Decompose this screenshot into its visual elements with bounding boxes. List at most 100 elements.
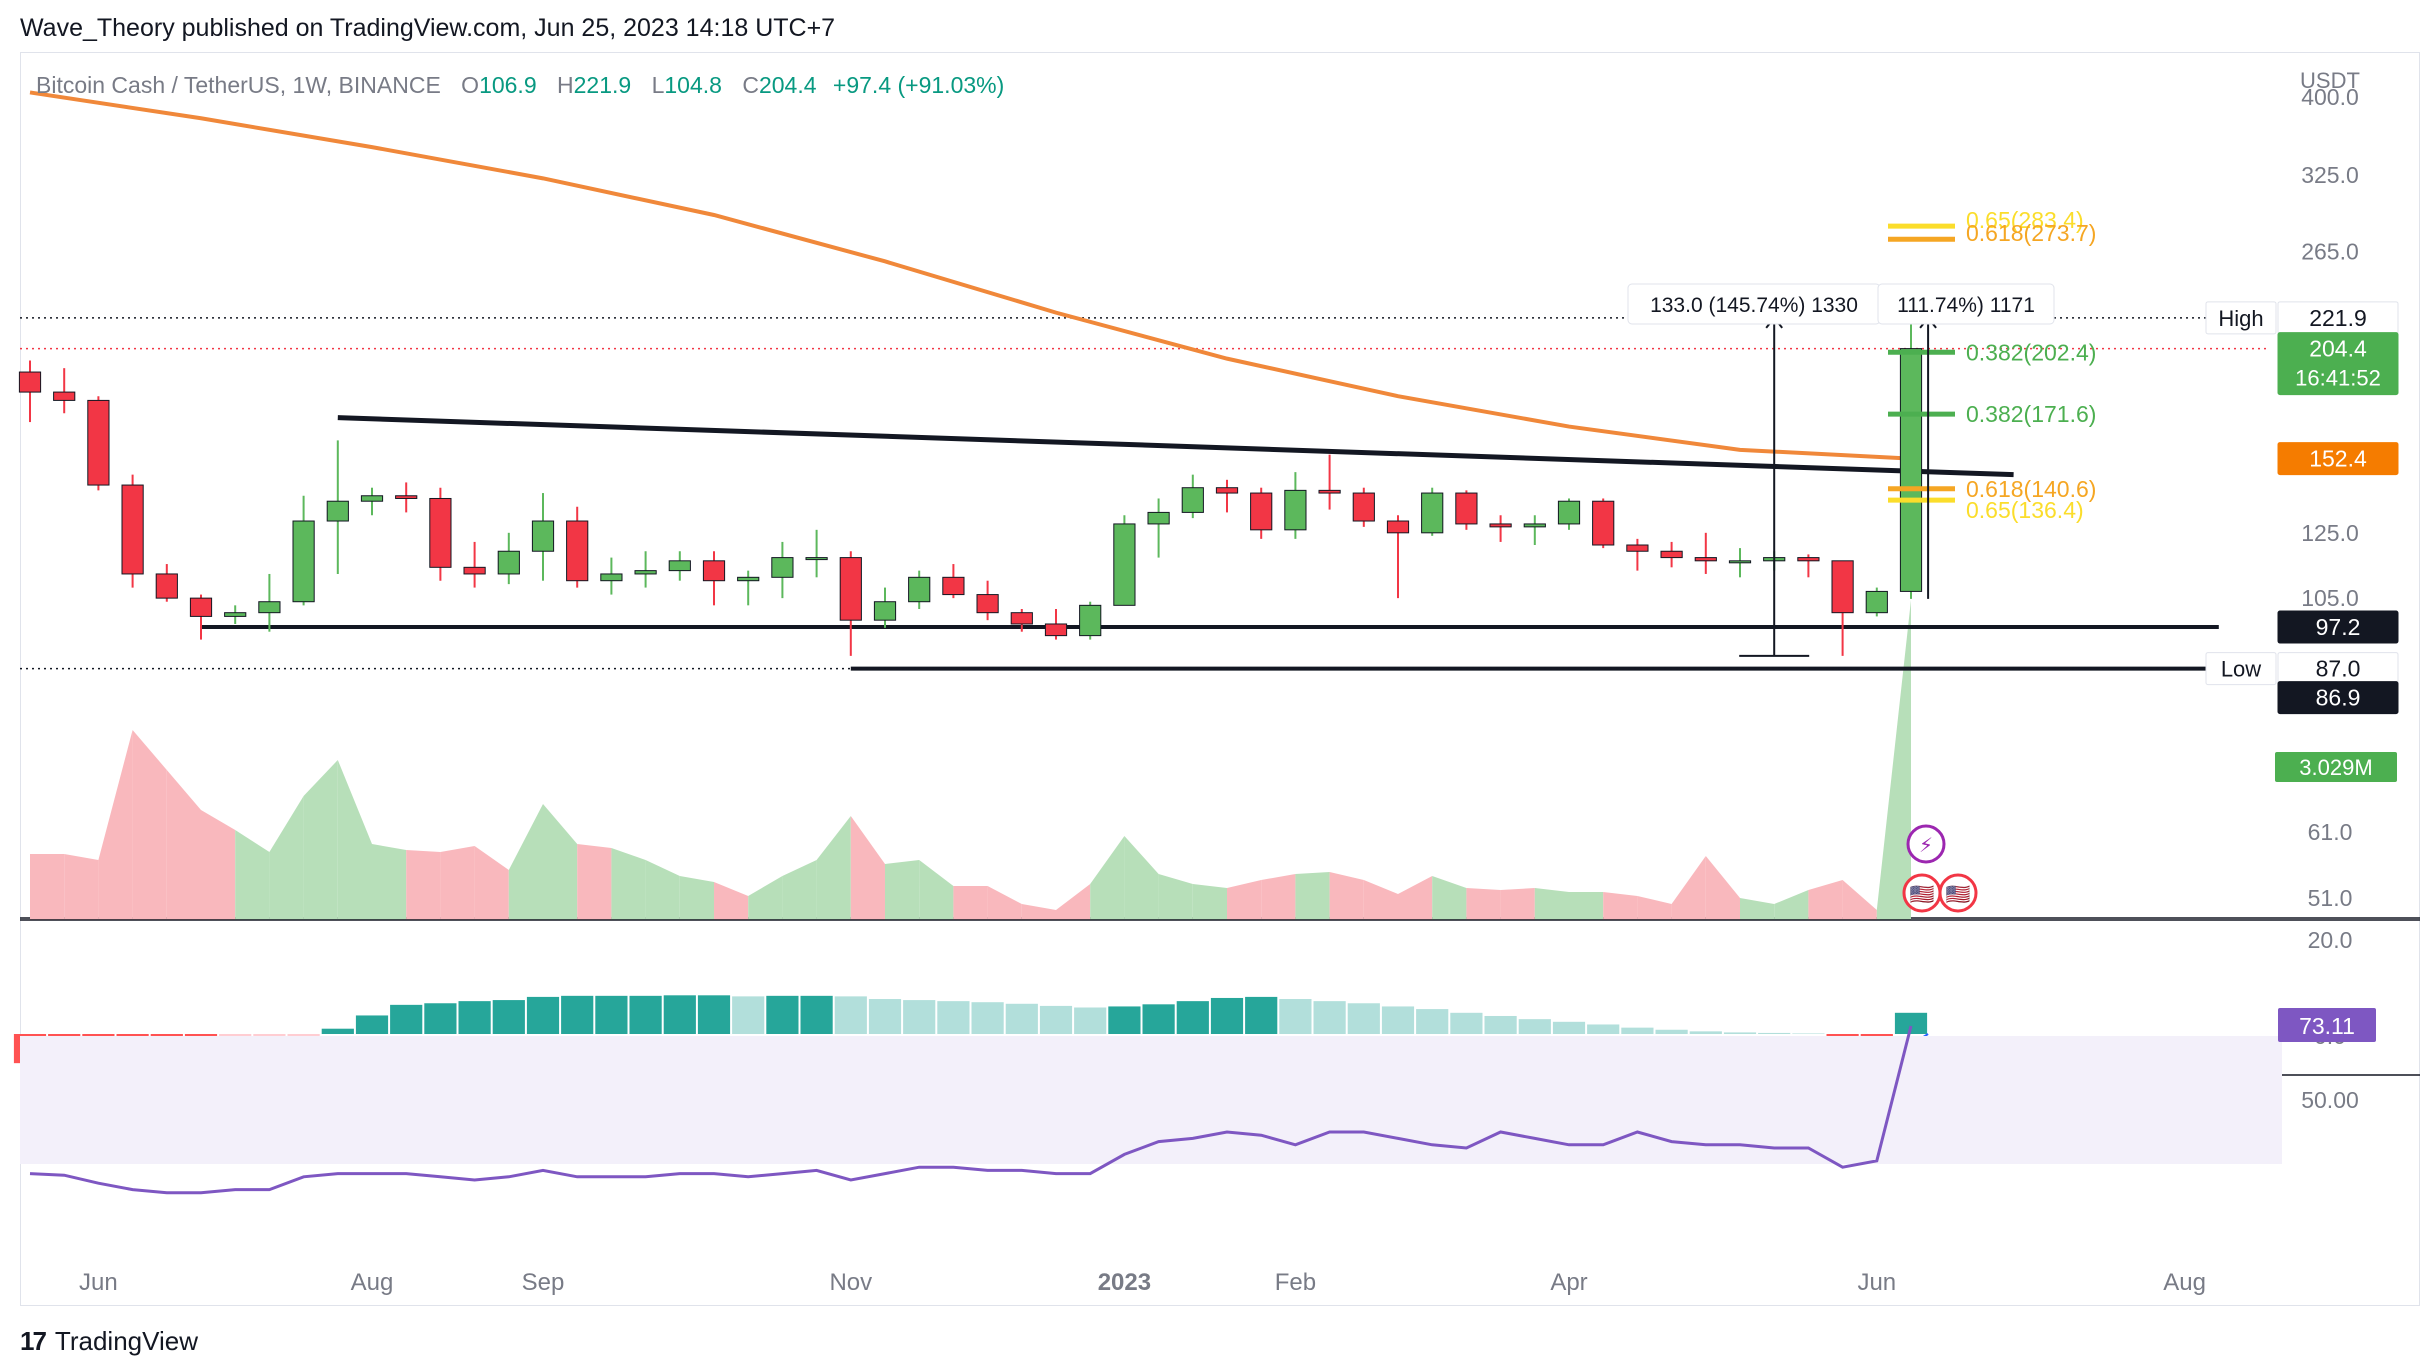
volume-segment-49 (1705, 856, 1740, 920)
candle-body-18 (634, 570, 657, 575)
macd-hist-bar-28 (971, 1002, 1004, 1034)
volume-segment-3 (132, 730, 167, 920)
volume-segment-51 (1774, 890, 1809, 920)
price-title-0: High (2218, 306, 2263, 331)
volume-segment-39 (1363, 880, 1398, 920)
macd-hist-bar-51 (1758, 1032, 1791, 1034)
candle-body-53 (1831, 560, 1854, 614)
macd-hist-bar-10 (355, 1015, 389, 1034)
price-badge-label-2: 152.4 (2309, 446, 2367, 472)
candle-body-13 (463, 566, 486, 575)
volume-segment-48 (1671, 856, 1706, 920)
measure-label-1: 111.74%) 1171 (1897, 294, 2035, 317)
volume-segment-2 (98, 730, 133, 920)
candle-body-12 (429, 497, 452, 568)
candle-body-0 (18, 371, 42, 393)
candle-body-44 (1523, 523, 1546, 528)
candle-body-20 (702, 560, 726, 582)
x-tick-label-0: Jun (79, 1269, 118, 1296)
volume-segment-52 (1808, 880, 1843, 920)
macd-hist-bar-9 (321, 1028, 354, 1034)
x-tick-label-5: Feb (1275, 1269, 1316, 1296)
volume-segment-11 (406, 850, 441, 920)
fib-label-5: 0.65(136.4) (1966, 497, 2084, 523)
ema-200-line (29, 90, 1912, 461)
candle-body-41 (1421, 492, 1444, 534)
x-tick-label-2: Sep (522, 1269, 565, 1296)
us-flag-glyph-1: 🇺🇸 (1946, 884, 1971, 906)
volume-segment-47 (1637, 896, 1672, 920)
volume-segment-24 (850, 816, 885, 920)
bolt-icon (1906, 824, 1946, 864)
macd-hist-bar-18 (629, 995, 662, 1034)
macd-hist-bar-50 (1723, 1032, 1757, 1034)
y-tick-label-4: 105.0 (2301, 585, 2359, 611)
volume-layer: ⚡ 🇺🇸 🇺🇸 (20, 600, 2420, 921)
candle-body-54 (1865, 590, 1888, 614)
macd-hist-bar-37 (1279, 999, 1312, 1034)
chart-frame (20, 52, 2420, 1306)
macd-hist-bar-22 (766, 995, 799, 1034)
macd-hist-bar-21 (732, 996, 765, 1034)
volume-segment-54 (1876, 600, 1911, 920)
footer-brand[interactable]: 17 TradingView (20, 1326, 198, 1357)
volume-segment-36 (1261, 874, 1296, 920)
volume-segment-6 (235, 830, 270, 920)
macd-hist-bar-45 (1552, 1021, 1586, 1034)
fib-label-4: 0.618(140.6) (1966, 476, 2096, 502)
candle-body-37 (1284, 489, 1307, 531)
legend-low: 104.8 (664, 72, 722, 98)
candle-body-9 (326, 500, 349, 522)
macd-hist-bar-43 (1484, 1015, 1517, 1034)
price-badge-1 (2277, 332, 2399, 396)
volume-segment-26 (919, 860, 954, 920)
legend-change: +97.4 (+91.03%) (832, 72, 1005, 98)
price-title-4: Low (2221, 657, 2261, 682)
candle-body-10 (360, 495, 384, 502)
legend-high-label: H (557, 72, 574, 98)
volume-segment-4 (166, 770, 201, 920)
legend-close: 204.4 (758, 72, 817, 98)
volume-segment-45 (1569, 892, 1604, 920)
legend-close-label: C (742, 72, 759, 98)
candles-layer (18, 317, 1923, 656)
macd-hist-bar-47 (1621, 1027, 1654, 1034)
fib-label-2: 0.382(202.4) (1966, 339, 2096, 365)
volume-segment-18 (645, 860, 680, 920)
x-tick-label-6: Apr (1550, 1269, 1587, 1296)
candle-body-38 (1318, 489, 1341, 494)
rsi-band (20, 1036, 2282, 1164)
candle-body-45 (1557, 500, 1581, 525)
macd-tick-0: 20.0 (2308, 927, 2353, 953)
price-badge-5 (2277, 681, 2399, 715)
volume-segment-35 (1227, 880, 1262, 920)
volume-segment-43 (1500, 888, 1535, 920)
macd-hist-bar-41 (1416, 1009, 1449, 1034)
volume-segment-5 (201, 810, 236, 920)
volume-segment-33 (1158, 874, 1193, 920)
x-tick-label-7: Jun (1857, 1269, 1896, 1296)
candle-body-5 (189, 597, 213, 617)
volume-segment-40 (1398, 876, 1433, 920)
macd-hist-bar-20 (697, 995, 731, 1034)
candle-body-30 (1044, 623, 1068, 637)
candle-body-29 (1010, 612, 1033, 625)
volume-segment-34 (1192, 884, 1227, 920)
x-tick-label-8: Aug (2163, 1269, 2206, 1296)
macd-hist-bar-55 (1894, 1012, 1928, 1034)
macd-hist-bar-39 (1347, 1003, 1380, 1034)
measure-label-box-1 (1877, 283, 2055, 325)
volume-segment-28 (987, 886, 1022, 920)
macd-hist-bar-49 (1689, 1031, 1722, 1034)
rsi-tick-0: 50.00 (2301, 1087, 2359, 1113)
candle-body-2 (87, 399, 110, 486)
candle-body-6 (224, 612, 247, 617)
fib-label-1: 0.618(273.7) (1966, 220, 2096, 246)
macd-hist-bar-14 (492, 1000, 525, 1034)
volume-last-badge (2275, 752, 2397, 782)
candle-body-22 (771, 557, 794, 578)
volume-segment-41 (1432, 876, 1467, 920)
volume-segment-20 (714, 882, 749, 920)
chart-canvas[interactable]: ⚡ 🇺🇸 🇺🇸 0.65(283.4)0.618(273.7) 0.382(202.4… (0, 0, 2430, 1310)
